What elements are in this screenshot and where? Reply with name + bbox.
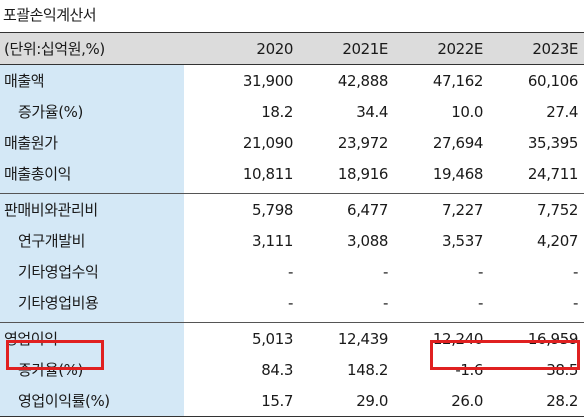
row-spacer xyxy=(0,189,584,194)
cell-value: 29.0 xyxy=(299,385,394,417)
cell-value: -1.6 xyxy=(455,360,483,379)
cell-value: 31,900 xyxy=(242,71,293,90)
cell-value: - xyxy=(382,262,388,281)
cell-value: 21,090 xyxy=(242,133,293,152)
row-label: 영업이익 xyxy=(0,322,184,354)
header-row: (단위:십억원,%) 2020 2021E 2022E 2023E xyxy=(0,32,584,65)
cell-value: 16,959 xyxy=(489,322,584,354)
row-label: 증가율(%) xyxy=(0,96,184,127)
table-row-cogs: 매출원가 21,090 23,972 27,694 35,395 xyxy=(0,127,584,158)
cell-value: - xyxy=(572,293,578,312)
cell-value: 15.7 xyxy=(184,385,299,417)
cell-value: 12,439 xyxy=(299,322,394,354)
page-title: 포괄손익계산서 xyxy=(3,6,97,24)
cell-value: 3,088 xyxy=(347,231,388,250)
row-spacer xyxy=(0,318,584,323)
cell-value: 27.4 xyxy=(546,102,578,121)
cell-value: 19,468 xyxy=(432,164,483,183)
cell-value: 47,162 xyxy=(432,71,483,90)
cell-value: 23,972 xyxy=(337,133,388,152)
cell-value: 60,106 xyxy=(527,71,578,90)
table-row-op-margin: 영업이익률(%) 15.7 29.0 26.0 28.2 xyxy=(0,385,584,417)
table-row-gross-profit: 매출총이익 10,811 18,916 19,468 24,711 xyxy=(0,158,584,189)
year-header: 2022E xyxy=(394,32,489,65)
cell-value: 4,207 xyxy=(537,231,578,250)
row-label: 기타영업비용 xyxy=(0,287,184,318)
year-header: 2023E xyxy=(489,32,584,65)
table-row-other-expense: 기타영업비용 - - - - xyxy=(0,287,584,318)
cell-value: 38.5 xyxy=(546,360,578,379)
unit-header: (단위:십억원,%) xyxy=(0,32,184,65)
cell-value: 7,752 xyxy=(489,193,584,225)
cell-value: 42,888 xyxy=(337,71,388,90)
cell-value: 28.2 xyxy=(489,385,584,417)
cell-value: 5,013 xyxy=(184,322,299,354)
cell-value: 24,711 xyxy=(527,164,578,183)
cell-value: - xyxy=(287,262,293,281)
table-row-revenue-growth: 증가율(%) 18.2 34.4 10.0 27.4 xyxy=(0,96,584,127)
row-label: 영업이익률(%) xyxy=(0,385,184,417)
cell-value: 10.0 xyxy=(451,102,483,121)
cell-value: - xyxy=(287,293,293,312)
cell-value: - xyxy=(477,293,483,312)
cell-value: - xyxy=(382,293,388,312)
cell-value: 148.2 xyxy=(347,360,388,379)
cell-value: 26.0 xyxy=(394,385,489,417)
cell-value: 34.4 xyxy=(356,102,388,121)
cell-value: 18.2 xyxy=(261,102,293,121)
cell-value: 6,477 xyxy=(299,193,394,225)
table-row-revenue: 매출액 31,900 42,888 47,162 60,106 xyxy=(0,64,584,96)
cell-value: - xyxy=(477,262,483,281)
cell-value: 5,798 xyxy=(184,193,299,225)
year-header: 2020 xyxy=(184,32,299,65)
cell-value: 12,240 xyxy=(394,322,489,354)
row-label: 매출액 xyxy=(0,64,184,96)
cell-value: 84.3 xyxy=(261,360,293,379)
row-label: 매출총이익 xyxy=(0,158,184,189)
row-label: 판매비와관리비 xyxy=(0,193,184,225)
row-label: 연구개발비 xyxy=(0,225,184,256)
cell-value: 3,537 xyxy=(442,231,483,250)
cell-value: 18,916 xyxy=(337,164,388,183)
cell-value: 7,227 xyxy=(394,193,489,225)
row-label: 기타영업수익 xyxy=(0,256,184,287)
table-row-operating-profit: 영업이익 5,013 12,439 12,240 16,959 xyxy=(0,322,584,354)
row-label: 매출원가 xyxy=(0,127,184,158)
year-header: 2021E xyxy=(299,32,394,65)
table-row-sga: 판매비와관리비 5,798 6,477 7,227 7,752 xyxy=(0,193,584,225)
income-statement-table: (단위:십억원,%) 2020 2021E 2022E 2023E 매출액 31… xyxy=(0,32,584,417)
cell-value: - xyxy=(572,262,578,281)
table-row-rnd: 연구개발비 3,111 3,088 3,537 4,207 xyxy=(0,225,584,256)
row-label: 증가율(%) xyxy=(0,354,184,385)
cell-value: 10,811 xyxy=(242,164,293,183)
cell-value: 3,111 xyxy=(252,231,293,250)
cell-value: 27,694 xyxy=(432,133,483,152)
table-row-op-growth: 증가율(%) 84.3 148.2 -1.6 38.5 xyxy=(0,354,584,385)
table-row-other-income: 기타영업수익 - - - - xyxy=(0,256,584,287)
cell-value: 35,395 xyxy=(527,133,578,152)
